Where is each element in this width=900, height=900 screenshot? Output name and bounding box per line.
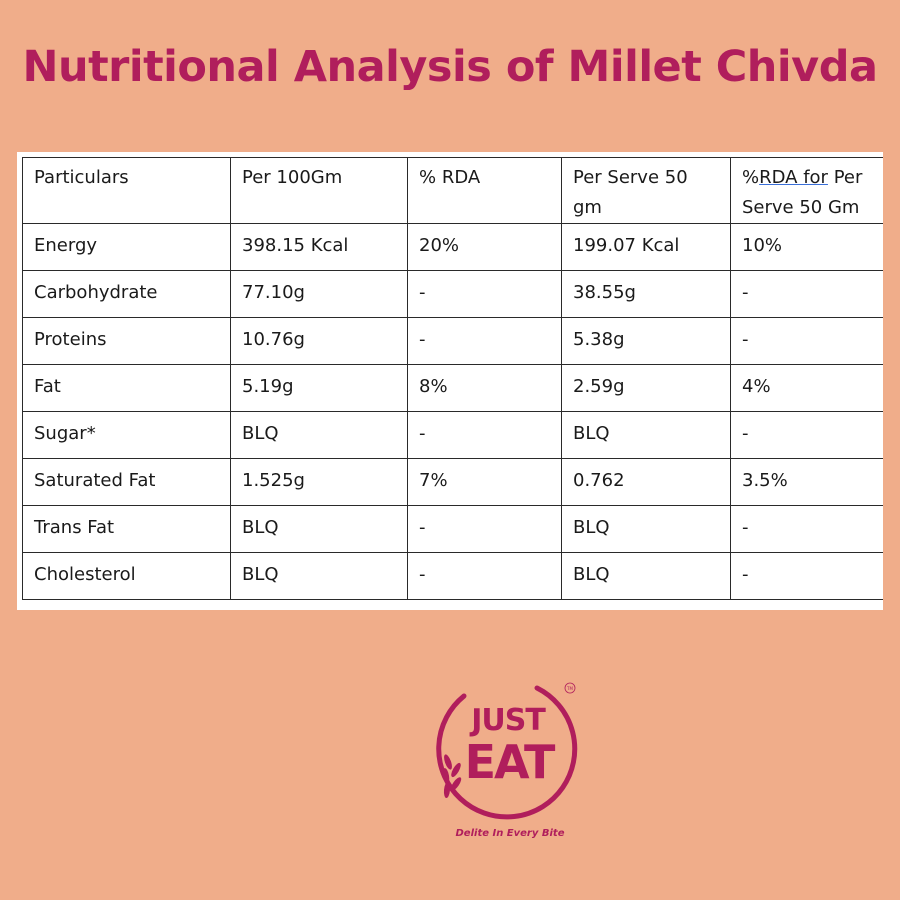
logo-trademark-text: TM [566,686,573,691]
page-title: Nutritional Analysis of Millet Chivda [22,42,878,92]
cell-particular: Sugar* [22,411,231,459]
header-rda: % RDA [407,157,562,224]
cell-particular: Saturated Fat [22,458,231,506]
cell-rda: - [407,270,562,318]
cell-per-100gm: BLQ [230,411,408,459]
logo-eat-text: EAT [465,735,556,789]
cell-per-100gm: 10.76g [230,317,408,365]
cell-particular: Carbohydrate [22,270,231,318]
cell-per-100gm: 398.15 Kcal [230,223,408,271]
nutrition-table-panel: Particulars Per 100Gm % RDA Per Serve 50… [17,152,883,610]
nutrition-table: Particulars Per 100Gm % RDA Per Serve 50… [22,157,883,600]
cell-particular: Cholesterol [22,552,231,600]
cell-per-100gm: 5.19g [230,364,408,412]
cell-per-serve: 199.07 Kcal [561,223,731,271]
cell-per-serve: BLQ [561,505,731,553]
cell-per-100gm: 1.525g [230,458,408,506]
cell-per-serve: 0.762 [561,458,731,506]
wheat-stalk-icon [442,754,462,798]
cell-rda: - [407,411,562,459]
cell-rda-per-serve: - [730,317,883,365]
table-header-row: Particulars Per 100Gm % RDA Per Serve 50… [22,157,883,224]
header-per-100gm: Per 100Gm [230,157,408,224]
cell-rda-per-serve: - [730,270,883,318]
header-particulars: Particulars [22,157,231,224]
cell-per-100gm: 77.10g [230,270,408,318]
cell-rda: 8% [407,364,562,412]
cell-particular: Fat [22,364,231,412]
table-row: Energy 398.15 Kcal 20% 199.07 Kcal 10% [22,223,883,271]
logo-tagline: Delite In Every Bite [455,828,565,839]
cell-particular: Proteins [22,317,231,365]
header-rda-per-serve-underlined: RDA for [759,167,828,188]
cell-particular: Trans Fat [22,505,231,553]
cell-per-serve: BLQ [561,552,731,600]
logo-ring [436,685,578,820]
cell-per-100gm: BLQ [230,505,408,553]
header-rda-per-serve-suffix: Per Serve 50 Gm [742,167,863,218]
cell-rda-per-serve: 3.5% [730,458,883,506]
cell-rda-per-serve: - [730,411,883,459]
table-row: Fat 5.19g 8% 2.59g 4% [22,364,883,412]
trademark-icon [564,682,576,694]
cell-particular: Energy [22,223,231,271]
header-per-serve: Per Serve 50 gm [561,157,731,224]
table-row: Proteins 10.76g - 5.38g - [22,317,883,365]
just-eat-logo: JUST EAT TM [436,682,578,820]
table-row: Sugar* BLQ - BLQ - [22,411,883,459]
cell-rda-per-serve: 10% [730,223,883,271]
table-row: Trans Fat BLQ - BLQ - [22,505,883,553]
cell-per-serve: BLQ [561,411,731,459]
cell-rda: 7% [407,458,562,506]
header-rda-per-serve-prefix: % [742,167,760,188]
cell-rda: - [407,505,562,553]
header-rda-per-serve: %RDA for Per Serve 50 Gm [730,157,883,224]
cell-per-serve: 38.55g [561,270,731,318]
table-row: Carbohydrate 77.10g - 38.55g - [22,270,883,318]
cell-rda: - [407,552,562,600]
cell-per-serve: 5.38g [561,317,731,365]
logo-just-text: JUST [469,703,546,738]
cell-per-100gm: BLQ [230,552,408,600]
table-row: Saturated Fat 1.525g 7% 0.762 3.5% [22,458,883,506]
table-row: Cholesterol BLQ - BLQ - [22,552,883,600]
cell-rda-per-serve: - [730,505,883,553]
cell-per-serve: 2.59g [561,364,731,412]
cell-rda: 20% [407,223,562,271]
cell-rda-per-serve: - [730,552,883,600]
cell-rda-per-serve: 4% [730,364,883,412]
cell-rda: - [407,317,562,365]
